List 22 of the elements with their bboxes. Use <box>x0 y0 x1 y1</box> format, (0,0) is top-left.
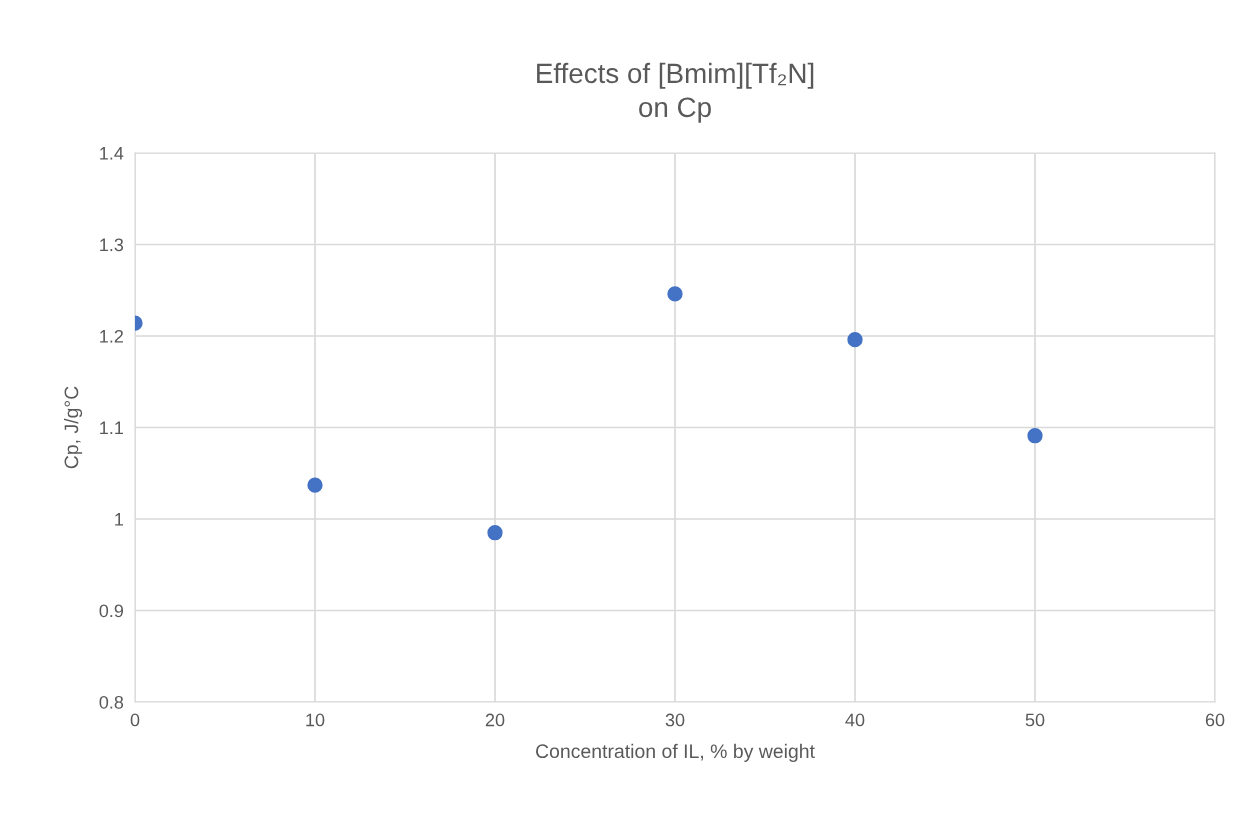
point <box>847 332 863 348</box>
y-tick-label: 0.9 <box>99 604 124 618</box>
x-tick-label: 10 <box>306 713 325 727</box>
y-tick-label: 1.4 <box>100 147 124 160</box>
y-tick-label: 0.8 <box>99 695 124 709</box>
y-tick-label: 1.2 <box>100 329 123 343</box>
point <box>667 286 683 302</box>
y-tick-label: 1.1 <box>100 421 124 435</box>
x-tick-label: 40 <box>845 713 865 727</box>
point <box>1027 428 1043 444</box>
y-tick-label: 1 <box>115 513 124 526</box>
x-tick-label: 50 <box>1025 713 1045 727</box>
chart-title: Effects of [Bmim][Tf₂N] on Cp <box>537 62 814 123</box>
y-axis-title: Cp, J/g°C <box>64 386 83 469</box>
x-axis-title: Concentration of IL, % by weight <box>536 743 815 762</box>
y-tick-label: 1.3 <box>100 238 124 252</box>
x-tick-label: 60 <box>1205 713 1225 727</box>
point <box>487 525 503 541</box>
x-tick-label: 20 <box>485 713 505 727</box>
x-tick-label: 0 <box>130 713 140 727</box>
x-tick-label: 30 <box>665 713 685 727</box>
point <box>307 477 323 493</box>
